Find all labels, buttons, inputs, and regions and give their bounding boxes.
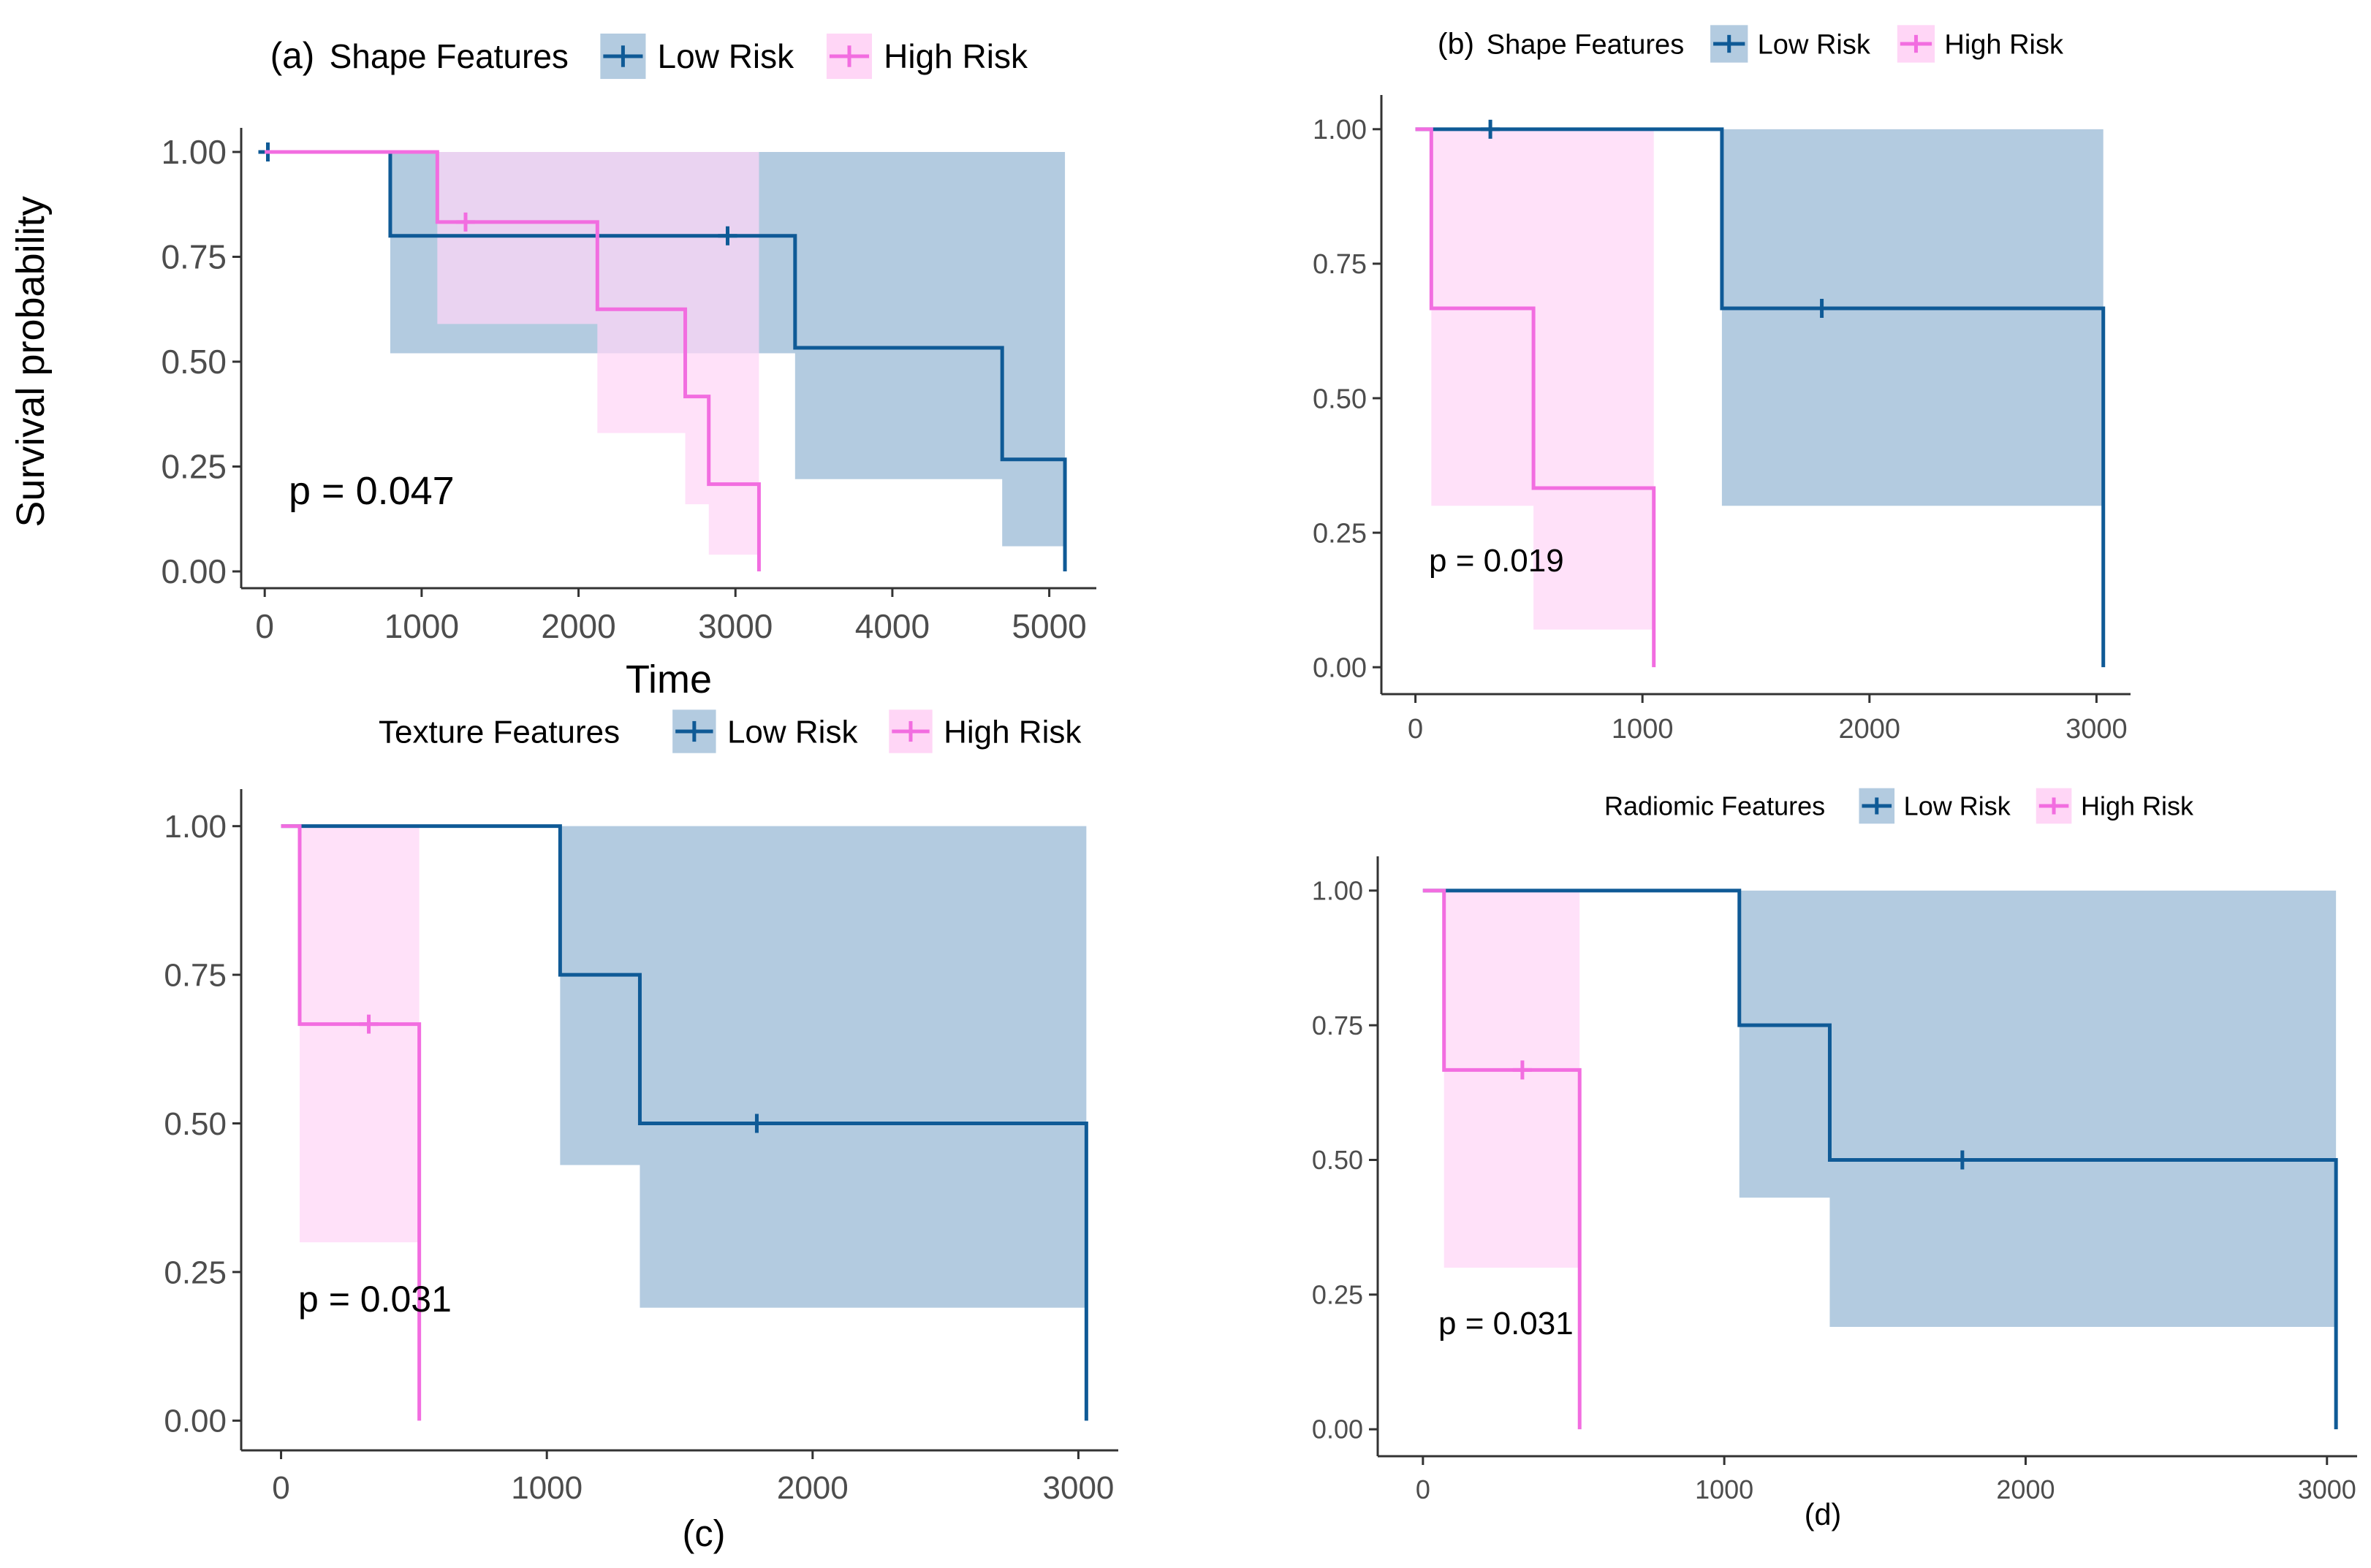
legend-title: Texture Features (379, 714, 620, 750)
y-tick-label: 1.00 (1313, 115, 1367, 145)
survival-curve-high-risk (281, 824, 422, 1421)
x-tick-label: 3000 (1043, 1470, 1115, 1506)
confidence-band-high-risk (1444, 890, 1580, 1268)
x-tick-label: 0 (1408, 714, 1423, 745)
legend-entry-label: High Risk (2081, 791, 2194, 821)
x-tick-label: 2000 (1996, 1474, 2055, 1504)
censor-mark (359, 1014, 379, 1034)
x-tick-label: 3000 (2298, 1474, 2356, 1504)
y-tick-label: 0.75 (1313, 249, 1367, 280)
censor-mark (718, 226, 737, 246)
y-tick-label: 0.00 (161, 552, 227, 590)
y-tick-label: 0.50 (1312, 1145, 1363, 1175)
confidence-band-low-risk (1721, 129, 2103, 506)
x-tick-label: 4000 (855, 607, 930, 645)
y-tick-label: 1.00 (161, 133, 227, 171)
censor-mark (1512, 1060, 1532, 1080)
legend-title: Shape Features (330, 37, 569, 75)
p-value-annotation: p = 0.047 (289, 469, 455, 513)
y-tick-label: 1.00 (1312, 875, 1363, 905)
y-tick-label: 0.00 (1313, 652, 1367, 683)
km-panel-d: 0.00 0.25 0.50 0.75 1.00 0 1000 2000 3000 p = 0.0… (1312, 788, 2357, 1531)
survival-curve-high-risk (1415, 127, 1656, 668)
confidence-band-low-risk (1739, 890, 2337, 1328)
km-panel-c: 0.00 0.25 0.50 0.75 1.00 0 1000 2000 3000 p = 0.0… (164, 709, 1118, 1554)
x-tick-label: 0 (272, 1470, 289, 1506)
x-tick-label: 3000 (698, 607, 773, 645)
y-tick-label: 0.25 (1313, 518, 1367, 549)
survival-curve-low-risk (281, 824, 1088, 1421)
x-tick-label: 1000 (511, 1470, 583, 1506)
p-value-annotation: p = 0.031 (1438, 1306, 1574, 1341)
y-tick-label: 0.25 (164, 1255, 227, 1290)
km-panel-b: 0.00 0.25 0.50 0.75 1.00 0 1000 2000 3000 p = 0.0… (1313, 25, 2131, 745)
x-tick-label: 5000 (1012, 607, 1086, 645)
y-tick-label: 0.50 (161, 343, 227, 381)
censor-mark (1481, 119, 1501, 139)
censor-mark (1952, 1150, 1972, 1170)
survival-curve-low-risk (265, 150, 1067, 572)
y-tick-label: 0.25 (161, 448, 227, 486)
y-tick-label: 0.00 (164, 1404, 227, 1439)
confidence-band-high-risk (437, 151, 759, 555)
y-tick-label: 0.50 (1313, 384, 1367, 414)
legend-entry-label: High Risk (884, 37, 1028, 75)
confidence-band-high-risk (1431, 129, 1654, 630)
x-tick-label: 3000 (2065, 714, 2128, 745)
p-value-annotation: p = 0.031 (298, 1279, 452, 1320)
x-tick-label: 2000 (1839, 714, 1901, 745)
y-tick-label: 1.00 (164, 809, 227, 845)
figure-y-axis-label: Survival probability (9, 196, 53, 527)
y-tick-label: 0.75 (161, 238, 227, 276)
survival-curve-high-risk (1422, 888, 1582, 1430)
survival-curve-low-risk (1415, 127, 2106, 668)
confidence-band-low-risk (560, 826, 1087, 1308)
x-axis-label: Time (626, 658, 712, 701)
legend-title: Radiomic Features (1604, 791, 1825, 821)
legend-entry-label: High Risk (1944, 29, 2064, 60)
survival-curve-high-risk (265, 150, 761, 572)
legend-entry-label: Low Risk (658, 37, 795, 75)
legend-entry-label: High Risk (944, 714, 1082, 750)
panel-label: (b) (1438, 26, 1474, 60)
x-tick-label: 1000 (1612, 714, 1674, 745)
p-value-annotation: p = 0.019 (1429, 543, 1564, 579)
x-tick-label: 0 (1416, 1474, 1430, 1504)
censor-mark (455, 212, 475, 232)
x-tick-label: 1000 (1695, 1474, 1753, 1504)
y-tick-label: 0.50 (164, 1106, 227, 1142)
legend-entry-label: Low Risk (727, 714, 858, 750)
legend-title: Shape Features (1487, 29, 1684, 60)
x-tick-label: 0 (255, 607, 274, 645)
panel-label: (d) (1805, 1498, 1842, 1531)
y-tick-label: 0.75 (164, 957, 227, 993)
y-tick-label: 0.75 (1312, 1011, 1363, 1040)
panel-label: (c) (683, 1512, 726, 1554)
legend-entry-label: Low Risk (1758, 29, 1871, 60)
panel-label: (a) (270, 35, 315, 76)
y-tick-label: 0.00 (1312, 1415, 1363, 1445)
x-tick-label: 2000 (777, 1470, 849, 1506)
survival-curve-low-risk (1422, 888, 2338, 1430)
censor-mark (747, 1114, 767, 1133)
km-panel-a: 0.00 0.25 0.50 0.75 1.00 0 1000 2000 3000 4000 500… (161, 33, 1096, 701)
y-tick-label: 0.25 (1312, 1279, 1363, 1309)
censor-mark (1812, 299, 1832, 319)
x-tick-label: 1000 (384, 607, 459, 645)
x-tick-label: 2000 (541, 607, 615, 645)
confidence-band-high-risk (300, 826, 420, 1243)
legend-entry-label: Low Risk (1904, 791, 2011, 821)
